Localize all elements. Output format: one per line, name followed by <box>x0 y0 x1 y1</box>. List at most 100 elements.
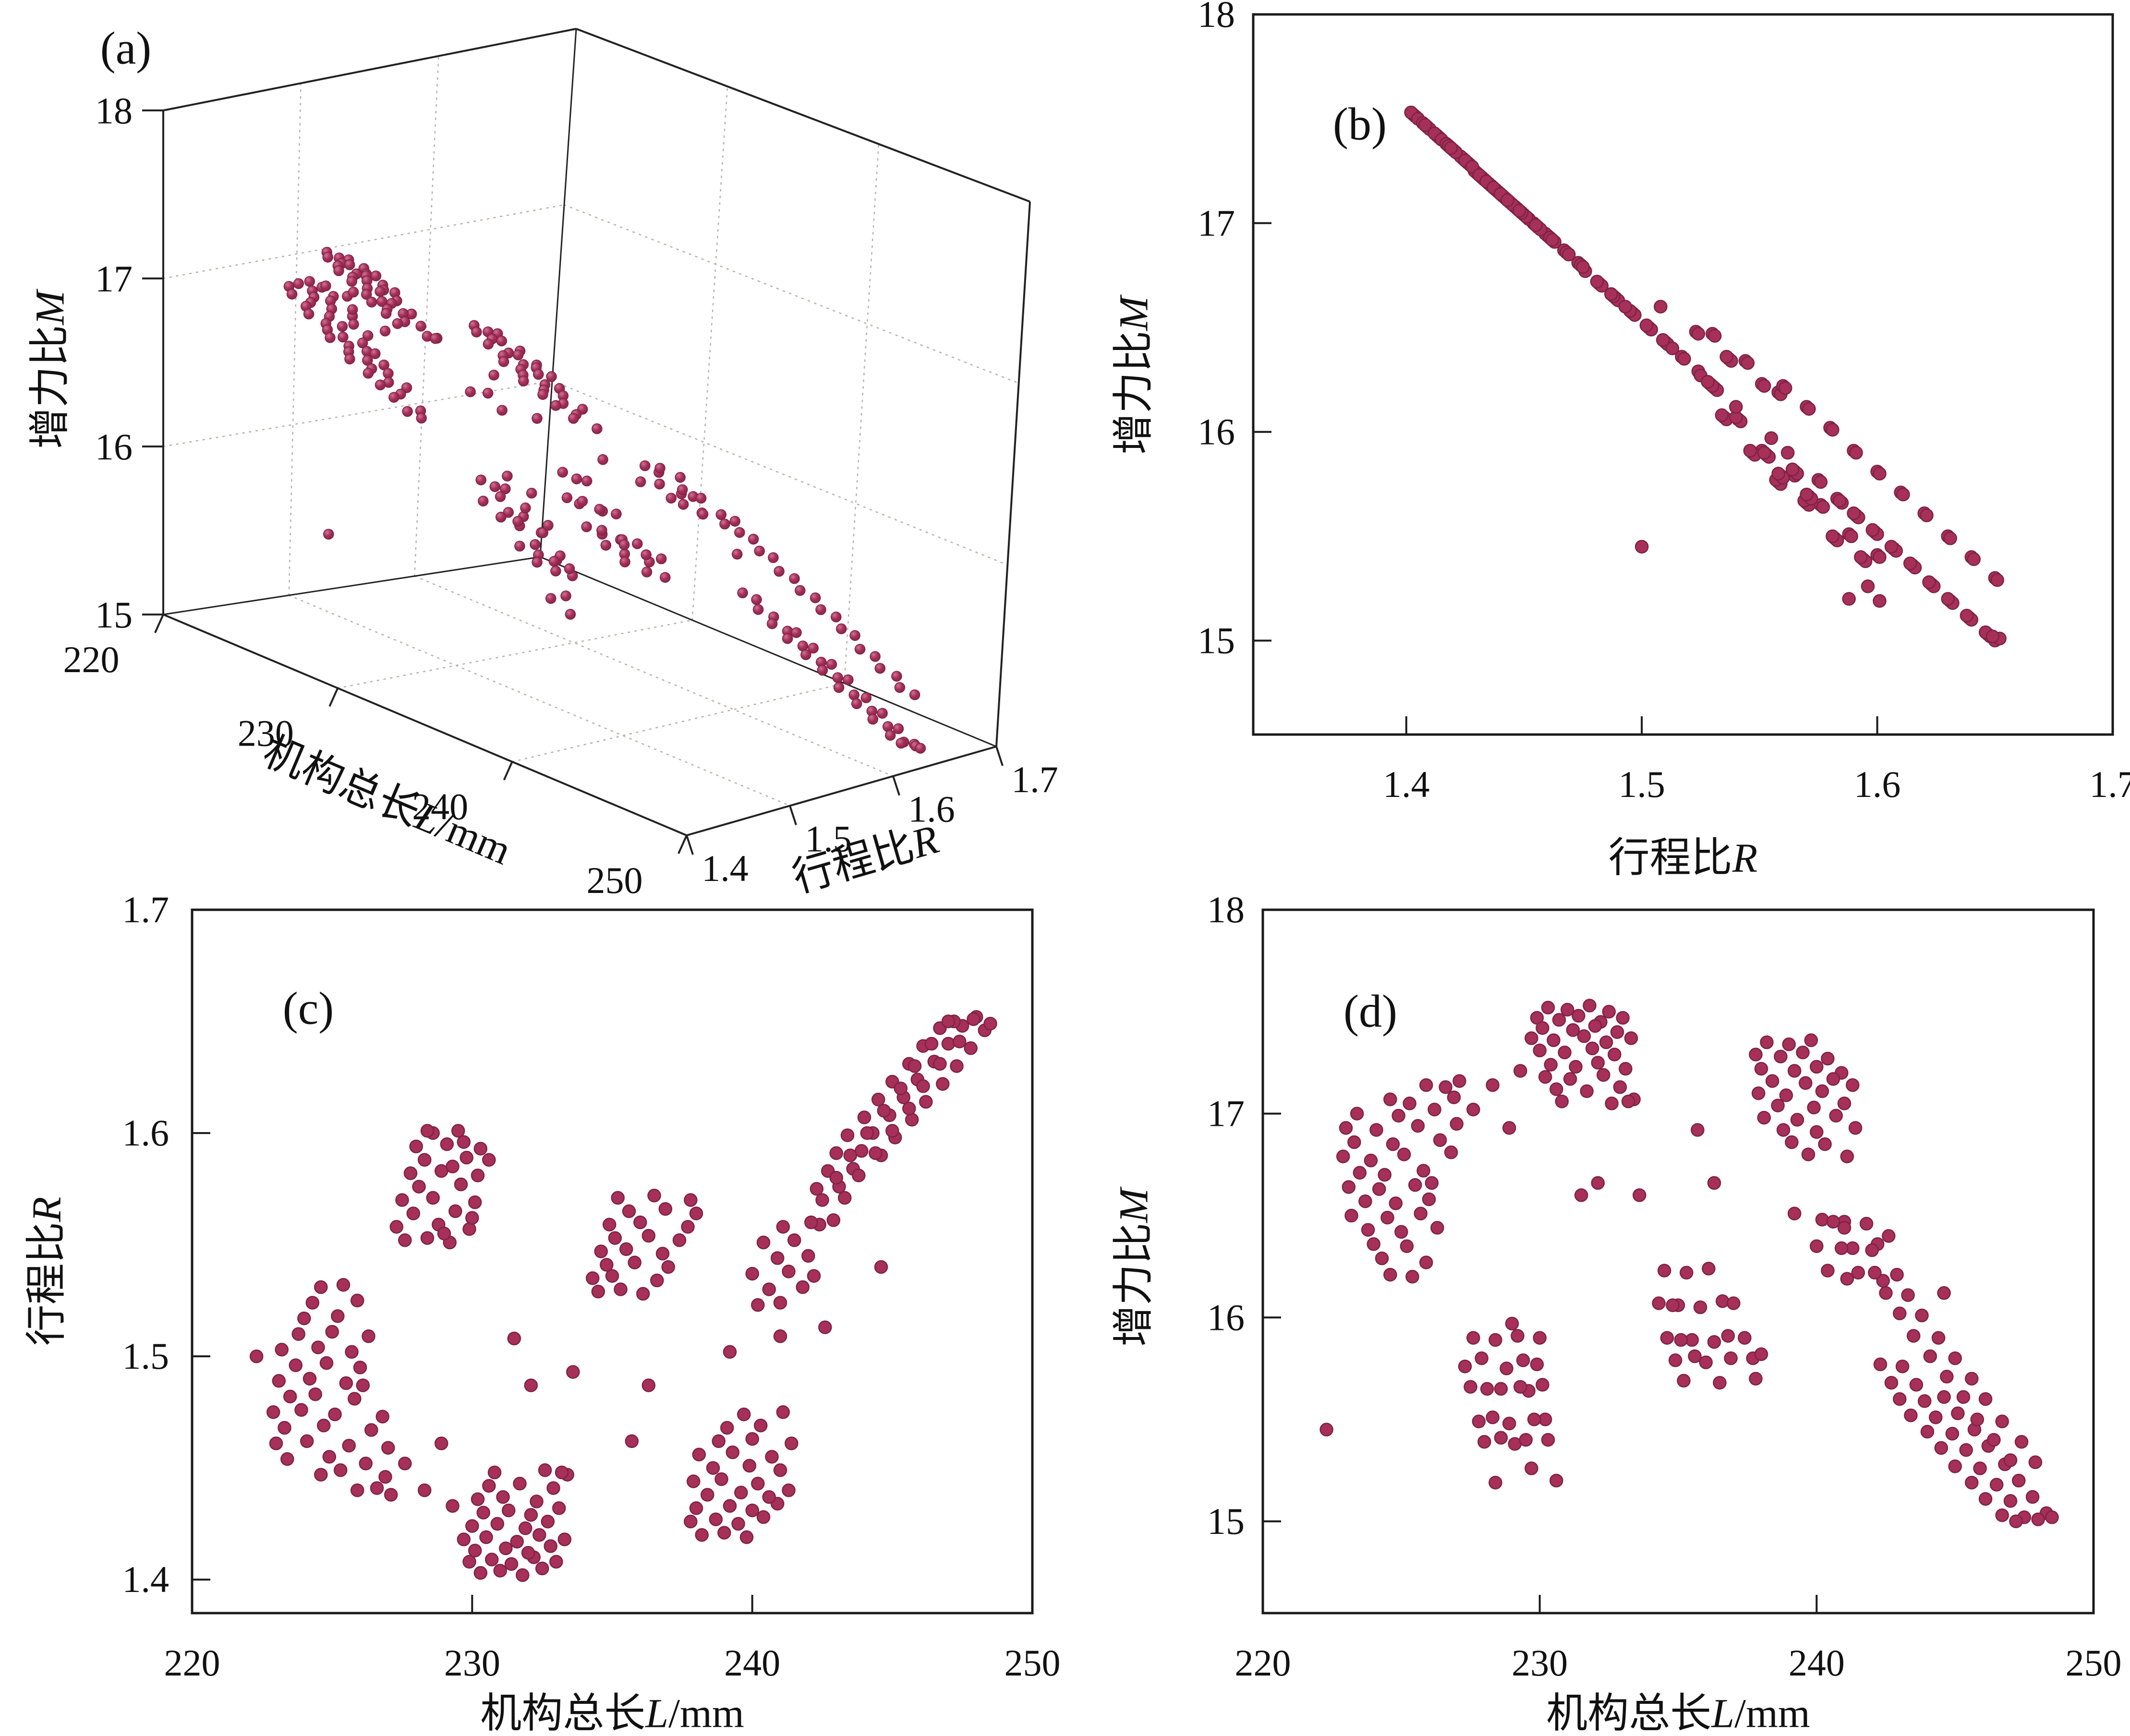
data-point <box>1923 1349 1937 1363</box>
data-point <box>571 473 582 484</box>
data-point <box>1906 1329 1921 1343</box>
data-point <box>1959 1443 1973 1457</box>
data-point <box>608 1231 622 1245</box>
box-edge <box>154 614 164 633</box>
data-point <box>795 585 806 596</box>
data-point <box>796 1280 810 1294</box>
data-point <box>1339 1121 1353 1135</box>
data-point <box>286 289 298 300</box>
data-point <box>484 1553 499 1567</box>
data-point <box>380 308 392 319</box>
box-edge <box>686 746 997 836</box>
data-point <box>384 1488 398 1502</box>
data-point <box>1754 1061 1768 1076</box>
data-point <box>936 1077 950 1091</box>
data-point <box>1802 402 1816 416</box>
data-point <box>278 1421 291 1435</box>
data-point <box>538 1463 552 1477</box>
panel-d-scatter: 220 230 240 250 15 16 17 18 <box>1207 889 2122 1684</box>
y-tick-label: 15 <box>1207 1500 1245 1542</box>
data-point <box>339 1376 353 1390</box>
data-point <box>555 1465 569 1480</box>
data-point <box>829 1170 843 1185</box>
data-point <box>465 1519 479 1533</box>
data-point <box>874 1260 888 1274</box>
z-tick-label: 15 <box>95 594 133 636</box>
data-point <box>1995 1414 2009 1429</box>
data-point <box>1727 1296 1741 1310</box>
data-point <box>581 475 593 487</box>
data-point <box>294 1403 308 1417</box>
data-point <box>815 604 826 615</box>
data-point <box>1411 1119 1425 1133</box>
data-point <box>1920 508 1934 522</box>
data-point <box>1741 356 1755 370</box>
data-point <box>655 553 667 565</box>
data-point <box>1790 1113 1804 1127</box>
data-point <box>983 1016 997 1031</box>
data-point <box>774 566 785 577</box>
data-point <box>843 1148 858 1162</box>
data-point <box>1861 579 1875 593</box>
data-point <box>533 369 544 380</box>
data-point <box>1846 1078 1860 1092</box>
data-point <box>520 502 531 514</box>
data-point <box>1821 1051 1835 1066</box>
data-point <box>1608 1048 1622 1061</box>
data-point <box>915 743 926 754</box>
data-point <box>581 521 592 532</box>
data-point <box>1511 1329 1525 1343</box>
data-point <box>1699 1355 1713 1369</box>
data-point <box>333 265 344 277</box>
data-point <box>337 321 348 332</box>
data-point <box>388 392 399 403</box>
data-point <box>465 386 476 398</box>
data-point <box>832 672 843 683</box>
data-point <box>1512 204 1526 217</box>
data-point <box>766 618 778 629</box>
data-point <box>1439 1080 1452 1094</box>
data-point <box>416 412 427 424</box>
data-point <box>684 1193 698 1207</box>
data-point <box>641 549 652 560</box>
data-point <box>1530 1357 1544 1372</box>
data-point <box>1533 1331 1547 1345</box>
data-point <box>1599 1035 1613 1049</box>
data-point <box>430 333 441 344</box>
x-tick-label: 1.4 <box>1383 763 1430 805</box>
data-point <box>715 509 727 520</box>
data-point <box>1561 1002 1574 1017</box>
data-point <box>289 1358 303 1373</box>
data-point <box>815 1193 829 1207</box>
panel-b-y-axis-title: 增力比M <box>1110 296 1157 455</box>
data-point <box>357 338 368 349</box>
data-point <box>269 1436 283 1450</box>
data-point <box>1634 540 1649 554</box>
data-point <box>605 1269 619 1283</box>
wall-grid <box>551 380 1008 566</box>
data-point <box>249 1349 264 1363</box>
data-point <box>1489 1475 1502 1490</box>
data-point <box>602 1218 617 1232</box>
data-point <box>1796 1045 1810 1060</box>
data-point <box>1945 1427 1960 1441</box>
data-point <box>476 1506 490 1519</box>
data-point <box>283 1389 297 1404</box>
data-point <box>402 406 413 417</box>
data-point <box>530 539 541 550</box>
data-point <box>462 1222 476 1236</box>
data-point <box>594 1244 608 1258</box>
data-point <box>1583 999 1597 1013</box>
box-edge <box>995 746 1004 766</box>
data-point <box>1616 1011 1630 1025</box>
data-point <box>1785 462 1800 477</box>
data-point <box>550 566 561 577</box>
data-point <box>1536 1378 1549 1392</box>
data-point <box>446 1499 460 1513</box>
data-point <box>737 1407 751 1422</box>
data-point <box>2028 1455 2043 1470</box>
data-point <box>896 737 907 749</box>
data-point <box>1688 1349 1702 1363</box>
data-point <box>560 590 571 602</box>
data-point <box>370 348 381 359</box>
